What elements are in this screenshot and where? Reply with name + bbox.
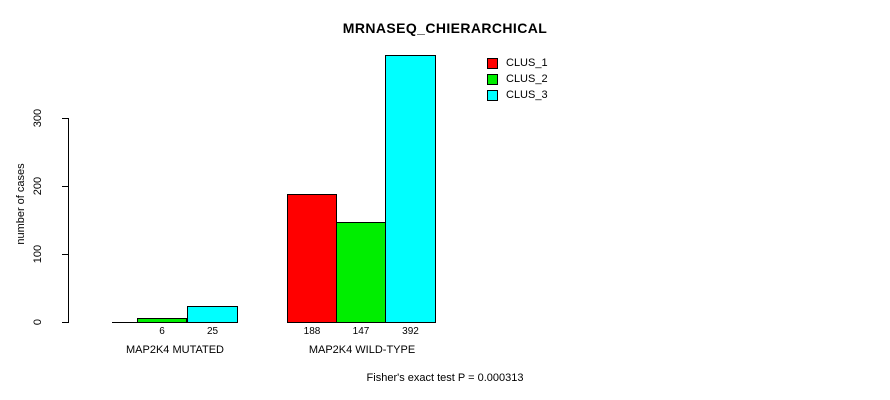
y-tick-0 xyxy=(62,322,69,323)
bar-label-clus1-wildtype: 188 xyxy=(303,326,321,337)
bar-clus2-mutated[interactable] xyxy=(137,318,187,323)
y-axis-line xyxy=(68,118,69,323)
bar-clus3-wildtype[interactable] xyxy=(385,55,436,323)
y-tick-label-200: 200 xyxy=(32,176,44,196)
statistical-test-annotation: Fisher's exact test P = 0.000313 xyxy=(366,372,524,384)
y-axis-title: number of cases xyxy=(15,163,27,245)
group-label-wildtype: MAP2K4 WILD-TYPE xyxy=(308,344,416,356)
legend-item-clus-1[interactable]: CLUS_1 xyxy=(487,55,548,71)
legend-item-clus-2[interactable]: CLUS_2 xyxy=(487,71,548,87)
y-tick-label-0: 0 xyxy=(32,318,44,326)
legend-swatch-clus-2 xyxy=(487,73,498,85)
bar-label-clus3-wildtype: 392 xyxy=(402,326,419,337)
y-tick-100 xyxy=(62,254,69,255)
bar-clus3-mutated[interactable] xyxy=(187,306,238,323)
legend-item-clus-3[interactable]: CLUS_3 xyxy=(487,87,548,103)
legend-swatch-clus-3 xyxy=(487,89,498,101)
page-title: MRNASEQ_CHIERARCHICAL xyxy=(342,20,548,36)
legend-label-clus-1: CLUS_1 xyxy=(506,56,548,69)
legend-swatch-clus-1 xyxy=(487,57,498,69)
bar-label-clus2-wildtype: 147 xyxy=(352,326,370,337)
legend-label-clus-3: CLUS_3 xyxy=(506,88,548,101)
bar-clus2-wildtype[interactable] xyxy=(336,222,386,323)
bar-clus1-wildtype[interactable] xyxy=(287,194,337,323)
bar-label-clus3-mutated: 25 xyxy=(206,326,219,337)
bar-label-clus2-mutated: 6 xyxy=(159,326,165,337)
legend: CLUS_1 CLUS_2 CLUS_3 xyxy=(487,55,548,103)
y-tick-label-300: 300 xyxy=(32,108,44,128)
group-label-mutated: MAP2K4 MUTATED xyxy=(126,344,224,356)
y-tick-300 xyxy=(62,118,69,119)
legend-label-clus-2: CLUS_2 xyxy=(506,72,548,85)
y-tick-200 xyxy=(62,186,69,187)
y-tick-label-100: 100 xyxy=(32,244,44,264)
